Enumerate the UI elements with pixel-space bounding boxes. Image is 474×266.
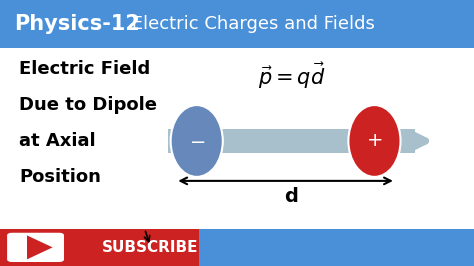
Bar xyxy=(0,229,199,266)
Text: Physics-12: Physics-12 xyxy=(14,14,140,34)
Bar xyxy=(0,0,474,48)
Ellipse shape xyxy=(348,105,401,177)
Text: SUBSCRIBE: SUBSCRIBE xyxy=(102,240,199,255)
Text: $\mathbf{d}$: $\mathbf{d}$ xyxy=(284,187,299,206)
Polygon shape xyxy=(27,235,53,259)
Text: at Axial: at Axial xyxy=(19,132,96,150)
Bar xyxy=(168,129,415,153)
Text: Electric Charges and Fields: Electric Charges and Fields xyxy=(126,15,374,33)
Text: $+$: $+$ xyxy=(366,131,383,151)
Text: $-$: $-$ xyxy=(189,131,205,151)
Text: Due to Dipole: Due to Dipole xyxy=(19,96,157,114)
FancyBboxPatch shape xyxy=(7,233,64,262)
Text: Electric Field: Electric Field xyxy=(19,60,150,78)
Text: $\vec{p} = q\vec{d}$: $\vec{p} = q\vec{d}$ xyxy=(258,60,325,91)
Ellipse shape xyxy=(171,105,223,177)
Text: Position: Position xyxy=(19,168,101,186)
Bar xyxy=(0,229,474,266)
